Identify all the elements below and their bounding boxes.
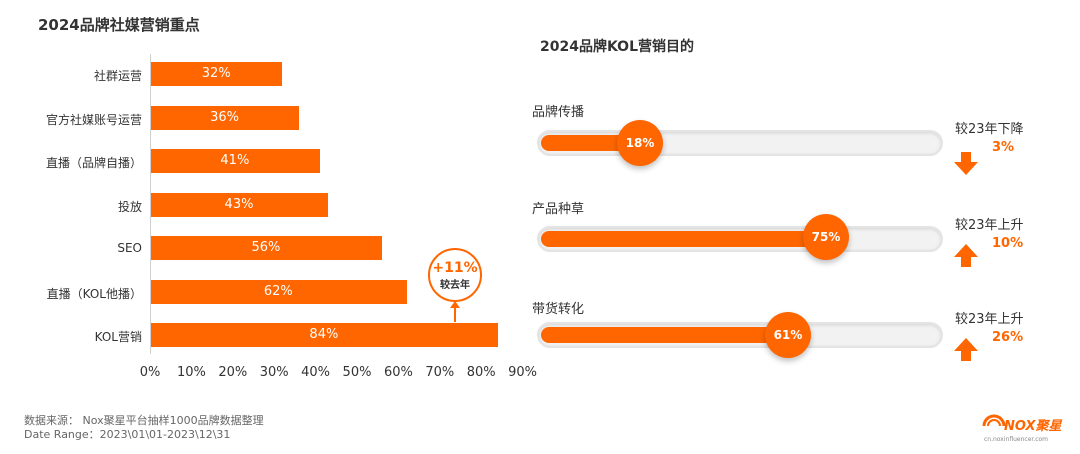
bar bbox=[150, 105, 300, 130]
progress-value-knob: 18% bbox=[617, 120, 663, 166]
x-tick-label: 10% bbox=[176, 365, 206, 380]
right-chart-title: 2024品牌KOL营销目的 bbox=[540, 39, 695, 55]
growth-annotation-badge: +11% 较去年 bbox=[428, 248, 482, 302]
arrow-down-icon bbox=[953, 152, 979, 180]
arrow-up-icon bbox=[448, 300, 462, 322]
bar bbox=[150, 192, 329, 217]
bar-value-label: 41% bbox=[220, 153, 250, 168]
comparison-value: 3% bbox=[992, 140, 1015, 155]
y-axis-line bbox=[150, 54, 151, 354]
bar-value-label: 43% bbox=[224, 196, 254, 212]
logo-text: NOX聚星 bbox=[1004, 419, 1062, 434]
bar-category-label: 直播（KOL他播） bbox=[46, 286, 142, 301]
bar bbox=[150, 149, 320, 173]
progress-fill bbox=[541, 327, 788, 343]
kol-purpose-label: 品牌传播 bbox=[532, 105, 585, 120]
x-tick-label: 50% bbox=[342, 365, 372, 380]
x-tick-label: 0% bbox=[139, 365, 161, 380]
bar-category-label: 官方社媒账号运营 bbox=[45, 112, 142, 127]
bar-value-label: 84% bbox=[309, 327, 339, 342]
comparison-label: 较23年上升 bbox=[955, 218, 1024, 233]
x-tick-label: 70% bbox=[425, 365, 455, 380]
comparison-label: 较23年上升 bbox=[955, 312, 1024, 327]
bar-category-label: 直播（品牌自播） bbox=[45, 156, 142, 170]
arrow-up-icon bbox=[953, 338, 979, 366]
bar bbox=[150, 62, 283, 86]
bar bbox=[150, 323, 498, 347]
logo-url: cn.noxinfluencer.com bbox=[984, 436, 1048, 443]
x-tick-label: 30% bbox=[259, 365, 289, 380]
bar bbox=[150, 279, 407, 304]
progress-value-knob: 75% bbox=[803, 214, 849, 260]
x-tick-label: 60% bbox=[383, 365, 413, 380]
x-tick-label: 40% bbox=[301, 365, 331, 380]
kol-purpose-label: 带货转化 bbox=[532, 302, 585, 317]
progress-value-knob: 61% bbox=[765, 312, 811, 358]
progress-fill bbox=[541, 231, 826, 247]
nox-logo: NOX聚星 cn.noxinfluencer.com bbox=[978, 410, 1068, 444]
bar-category-label: KOL营销 bbox=[94, 330, 142, 344]
bar-category-label: 社群运营 bbox=[93, 69, 142, 83]
x-tick-label: 90% bbox=[508, 365, 538, 380]
bar-value-label: 56% bbox=[251, 240, 281, 255]
x-tick-label: 20% bbox=[218, 365, 248, 380]
bar-value-label: 36% bbox=[210, 109, 239, 125]
bar-category-label: 投放 bbox=[117, 199, 142, 214]
comparison-label: 较23年下降 bbox=[955, 122, 1024, 137]
comparison-value: 10% bbox=[992, 236, 1024, 251]
bar-value-label: 32% bbox=[201, 66, 231, 81]
x-tick-label: 80% bbox=[466, 365, 496, 380]
bar-value-label: 62% bbox=[263, 283, 293, 299]
nox-logo-mark: NOX聚星 cn.noxinfluencer.com bbox=[982, 414, 1062, 443]
bar bbox=[150, 236, 382, 260]
source-line-1: 数据来源： Nox聚星平台抽样1000品牌数据整理 bbox=[24, 414, 264, 427]
bar-category-label: SEO bbox=[117, 241, 142, 255]
left-chart-title: 2024品牌社媒营销重点 bbox=[38, 16, 200, 34]
kol-purpose-label: 产品种草 bbox=[532, 202, 585, 217]
annotation-sub: 较去年 bbox=[440, 280, 470, 291]
arrow-up-icon bbox=[953, 244, 979, 272]
annotation-value: +11% bbox=[432, 260, 478, 276]
comparison-value: 26% bbox=[992, 330, 1024, 345]
progress-fill bbox=[541, 135, 640, 151]
source-line-2: Date Range：2023\01\01-2023\12\31 bbox=[24, 428, 231, 441]
